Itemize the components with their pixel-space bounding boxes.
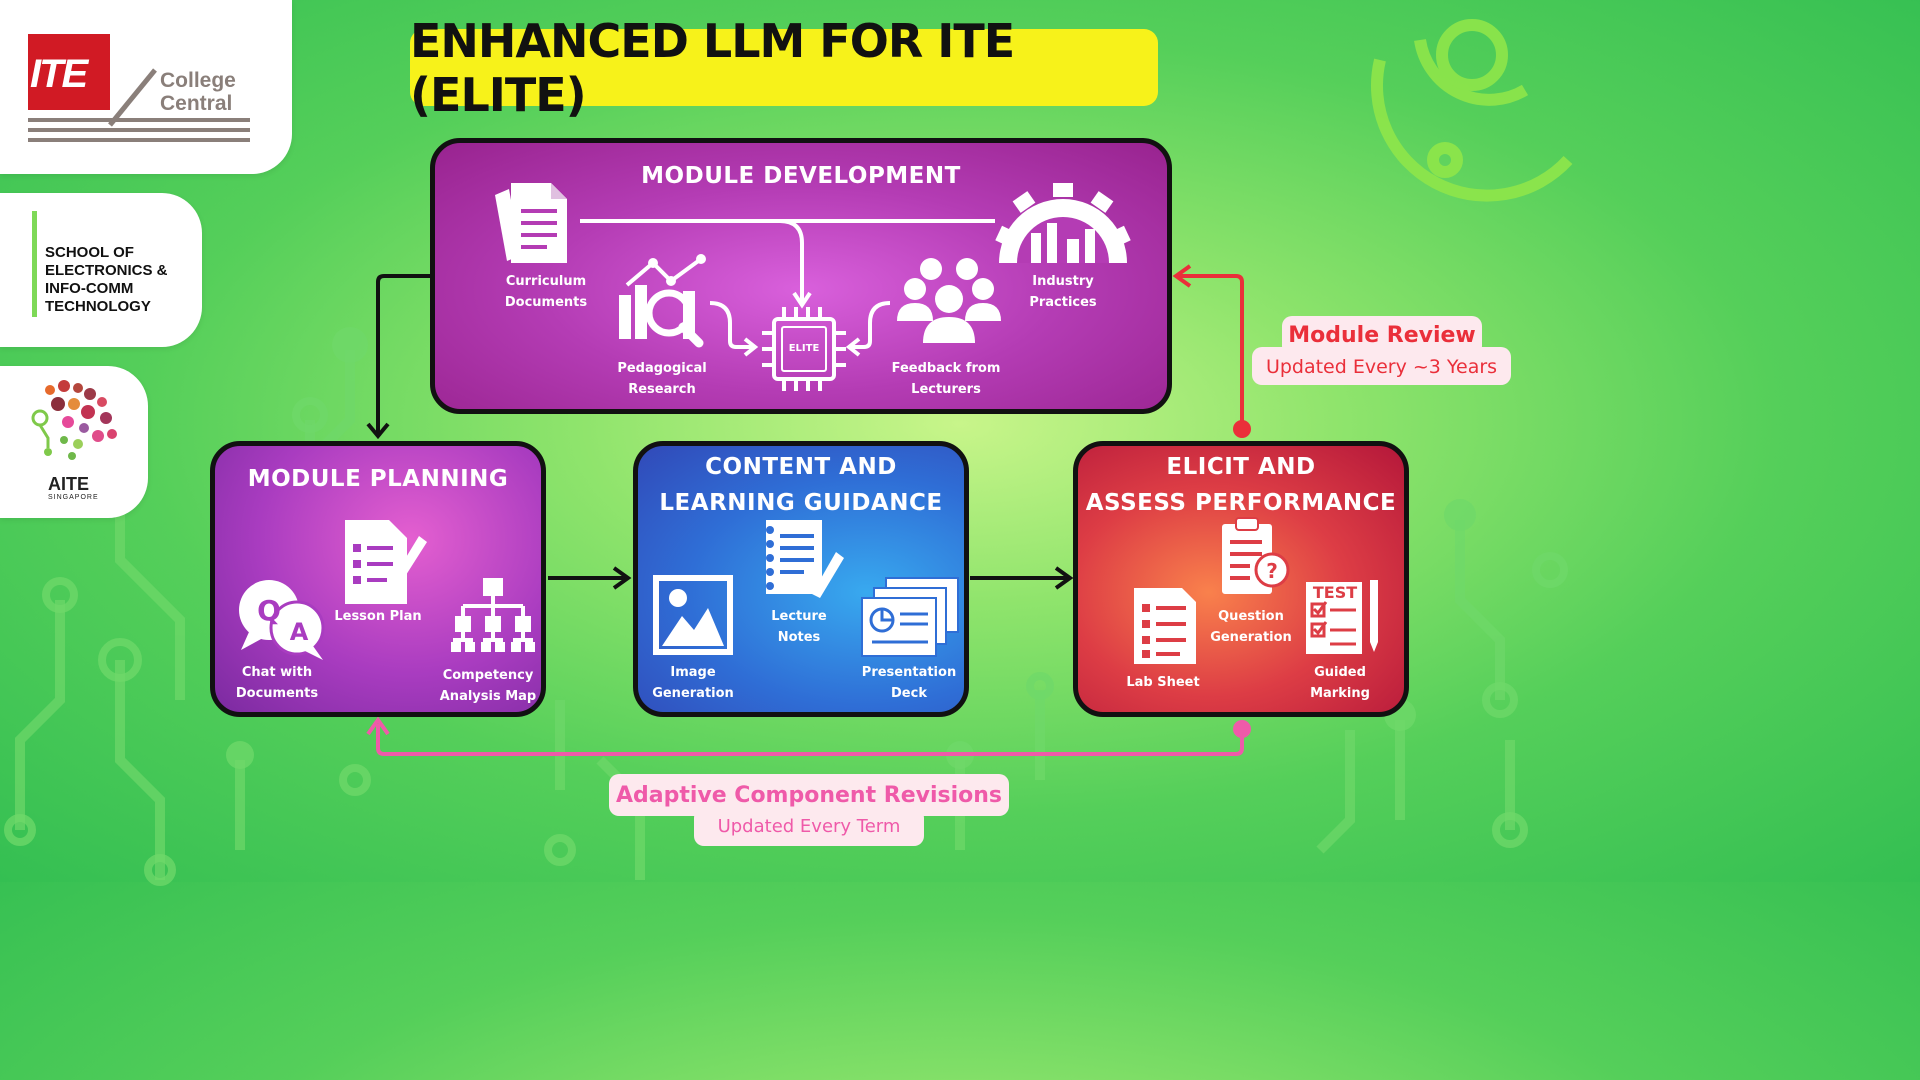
assess-performance-title-line1: ELICIT AND [1166, 454, 1316, 480]
elite-chip-icon [762, 307, 846, 391]
dev-to-planning-arrow [376, 274, 430, 436]
lesson-plan-icon [345, 520, 427, 604]
aite-logo-panel [0, 366, 148, 518]
guided-marking-icon [1306, 580, 1378, 654]
label-line: Research [628, 382, 696, 397]
ite-college-line1: College [160, 69, 236, 92]
module-review-arrow [1178, 274, 1244, 428]
ite-logo-block [28, 34, 110, 110]
presentation-deck-label: Presentation Deck [862, 662, 956, 704]
label-line: Marking [1310, 686, 1370, 701]
label-line: Generation [652, 686, 734, 701]
label-line: Lecture [771, 609, 827, 624]
lab-sheet-label: Lab Sheet [1126, 672, 1199, 693]
ite-stripe [28, 128, 250, 132]
school-line: SCHOOL OF [45, 244, 134, 261]
elite-chip-label: ELITE [788, 343, 820, 354]
school-line: TECHNOLOGY [45, 298, 151, 315]
svg-text:Q: Q [257, 594, 281, 627]
lecture-notes-icon [766, 520, 844, 598]
industry-practices-label: Industry Practices [1029, 271, 1096, 313]
module-planning-box: MODULE PLANNING Lesson Plan Q A Chat wit… [210, 441, 546, 717]
label-line: Image [670, 665, 716, 680]
ite-logo-letters: ITE [30, 52, 88, 96]
ite-college-line2: Central [160, 92, 233, 115]
module-planning-title: MODULE PLANNING [247, 466, 509, 492]
label-line: Feedback from [891, 361, 1001, 376]
label-line: Competency [442, 668, 534, 683]
content-guidance-title-line1: CONTENT AND [705, 454, 897, 480]
label-line: Documents [504, 295, 588, 310]
pedagogical-research-icon [619, 254, 706, 348]
guided-marking-label: Guided Marking [1310, 662, 1370, 704]
label-line: Question [1218, 609, 1284, 624]
label-line: Industry [1032, 274, 1094, 289]
presentation-deck-icon [861, 577, 959, 657]
label-line: Guided [1314, 665, 1366, 680]
label-line: Practices [1029, 295, 1097, 310]
question-generation-label: Question Generation [1210, 606, 1292, 648]
lecturers-feedback-label: Feedback from Lecturers [892, 358, 1001, 400]
content-guidance-title-line2: LEARNING GUIDANCE [659, 490, 943, 516]
svg-text:?: ? [1266, 559, 1278, 583]
adaptive-revisions-arrow [376, 724, 1244, 756]
label-line: Chat with [241, 665, 313, 680]
module-development-graphics [580, 219, 995, 357]
aite-name: AITE [48, 474, 90, 494]
industry-practices-icon [995, 183, 1131, 263]
label-line: Presentation [861, 665, 957, 680]
ite-logo-slash [108, 68, 157, 127]
image-generation-icon [653, 575, 733, 655]
assess-performance-box: ELICIT AND ASSESS PERFORMANCE ? Question… [1073, 441, 1409, 717]
module-review-title: Module Review [1282, 316, 1482, 356]
school-accent-bar [32, 211, 37, 317]
aite-logo-mark [31, 380, 117, 460]
pedagogical-research-label: Pedagogical Research [617, 358, 706, 400]
label-line: Lab Sheet [1126, 675, 1200, 690]
chat-qa-icon: Q A [239, 580, 325, 660]
svg-text:A: A [290, 618, 309, 646]
question-generation-icon: ? [1222, 517, 1290, 594]
adaptive-revisions-title: Adaptive Component Revisions [609, 774, 1009, 816]
competency-map-label: Competency Analysis Map [440, 665, 537, 707]
lab-sheet-icon [1134, 588, 1196, 664]
school-line: INFO-COMM [45, 280, 134, 297]
label-line: Notes [777, 630, 821, 645]
lesson-plan-label: Lesson Plan [334, 606, 421, 627]
label-line: Analysis Map [439, 689, 537, 704]
ite-stripe [28, 118, 250, 122]
competency-map-icon [451, 578, 535, 652]
chat-documents-label: Chat with Documents [236, 662, 318, 704]
label-line: Documents [235, 686, 319, 701]
connector-arrows [366, 264, 1251, 756]
school-line: ELECTRONICS & [45, 262, 168, 279]
image-generation-label: Image Generation [652, 662, 734, 704]
school-name: SCHOOL OF ELECTRONICS & INFO-COMM TECHNO… [45, 244, 168, 316]
label-line: Deck [891, 686, 927, 701]
ite-logo-panel: ITE College Central [0, 0, 292, 174]
lecturers-feedback-icon [897, 258, 1001, 343]
aite-subtitle: SINGAPORE [48, 494, 99, 501]
label-line: Lesson Plan [334, 609, 422, 624]
module-development-box: MODULE DEVELOPMENT Curriculum Documents … [430, 138, 1172, 414]
ite-college-name: College Central [160, 69, 236, 115]
module-development-title: MODULE DEVELOPMENT [641, 163, 961, 189]
ite-stripe [28, 138, 250, 142]
curriculum-documents-label: Curriculum Documents [505, 271, 587, 313]
label-line: Lecturers [911, 382, 981, 397]
school-logo-panel [0, 193, 202, 347]
assess-performance-title-line2: ASSESS PERFORMANCE [1085, 490, 1397, 516]
lecture-notes-label: Lecture Notes [771, 606, 827, 648]
label-line: Curriculum [505, 274, 587, 289]
test-label: TEST [1312, 583, 1358, 602]
curriculum-documents-icon [495, 183, 567, 263]
content-guidance-box: CONTENT AND LEARNING GUIDANCE Lecture No… [633, 441, 969, 717]
label-line: Generation [1210, 630, 1292, 645]
label-line: Pedagogical [617, 361, 707, 376]
